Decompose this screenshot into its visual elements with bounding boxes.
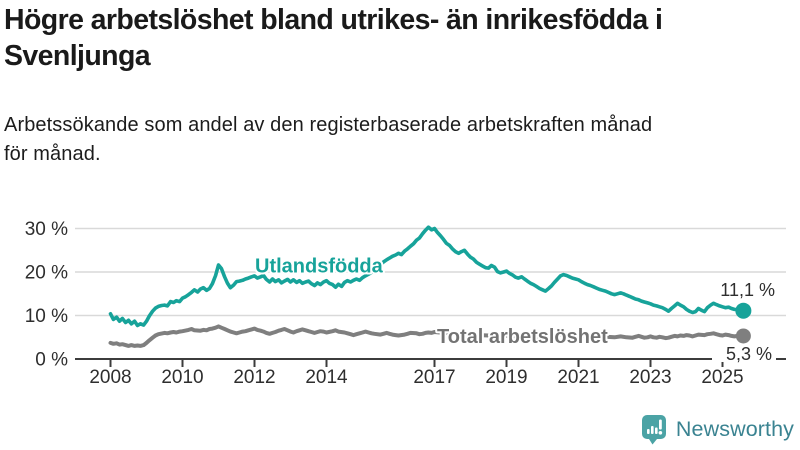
series-line-utlandsfodda [108, 225, 746, 328]
y-axis-tick-label: 30 % [25, 219, 68, 240]
series-labels: Utlandsfödda Total arbetslöshet [253, 254, 610, 351]
x-axis-tick-label: 2025 [701, 367, 743, 388]
newsworthy-wordmark: Newsworthy [675, 416, 794, 441]
end-value-label-utlandsfodda: 11,1 % [720, 280, 775, 300]
x-axis-tick-label: 2010 [161, 367, 203, 388]
y-axis-tick-label: 20 % [25, 263, 68, 284]
series-line-total [108, 324, 746, 348]
series-label: Utlandsfödda [255, 256, 384, 278]
series-lines [108, 225, 752, 348]
y-axis-tick-label: 10 % [25, 306, 68, 327]
page-title: Högre arbetslöshet bland utrikes- än inr… [4, 4, 663, 73]
line-chart: 0 % 10 % 20 % 30 % 2008 2010 2012 2014 2017 2019… [25, 219, 786, 388]
y-axis-tick-label: 0 % [35, 350, 68, 371]
newsworthy-logo-icon [641, 414, 666, 444]
x-axis-tick-label: 2021 [557, 367, 599, 388]
x-axis: 2008 2010 2012 2014 2017 2019 2021 2023 2025 [75, 358, 786, 388]
newsworthy-brand: Newsworthy [641, 412, 794, 446]
series-label: Total arbetslöshet [437, 326, 608, 348]
chart-subtitle: Arbetssökande som andel av den registerb… [4, 114, 653, 165]
x-axis-tick-label: 2008 [89, 367, 131, 388]
end-value-labels: 11,1 % 5,3 % [712, 280, 776, 364]
series-end-dot [735, 302, 752, 319]
label-backdrop [712, 346, 776, 362]
x-axis-tick-label: 2014 [305, 367, 348, 388]
x-axis-tick-label: 2023 [629, 367, 671, 388]
series-end-dot [735, 328, 751, 344]
x-axis-tick-label: 2017 [413, 367, 455, 388]
end-value-label-total: 5,3 % [726, 344, 772, 364]
x-axis-tick-label: 2019 [485, 367, 527, 388]
y-axis-tick-labels: 0 % 10 % 20 % 30 % [25, 219, 68, 371]
x-axis-tick-label: 2012 [233, 367, 275, 388]
